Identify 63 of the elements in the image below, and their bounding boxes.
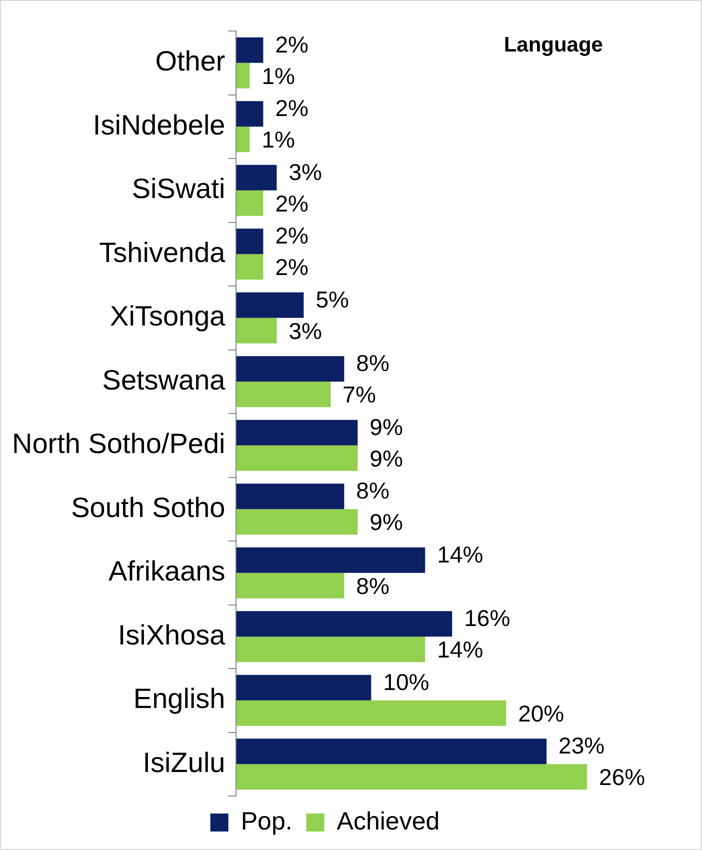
bar	[236, 62, 250, 88]
legend-label: Achieved	[336, 807, 440, 836]
data-label: 8%	[356, 350, 390, 376]
y-tick-label: Setswana	[102, 364, 226, 396]
bar	[236, 445, 358, 471]
bar	[236, 611, 452, 637]
chart-title: Language	[504, 33, 603, 56]
data-label: 8%	[356, 572, 390, 599]
data-label: 2%	[275, 31, 308, 58]
data-label: 9%	[370, 509, 403, 536]
bar	[236, 636, 426, 662]
bar	[236, 292, 304, 318]
data-label: 2%	[275, 254, 308, 280]
y-tick-label: English	[133, 683, 226, 714]
data-label: 2%	[275, 190, 308, 216]
bar	[236, 37, 264, 63]
bar	[236, 356, 344, 382]
data-label: 3%	[288, 318, 322, 344]
y-tick-label: Afrikaans	[108, 556, 226, 587]
data-label: 9%	[370, 445, 403, 472]
data-label: 16%	[464, 605, 510, 632]
y-tick-label: North Sotho/Pedi	[12, 428, 226, 460]
data-label: 7%	[342, 382, 376, 408]
data-label: 14%	[437, 541, 484, 568]
data-label: 3%	[288, 158, 322, 185]
y-tick-label: SiSwati	[132, 173, 226, 204]
legend-label: Pop.	[240, 807, 292, 836]
bar	[236, 572, 344, 598]
data-label: 2%	[275, 95, 308, 122]
data-label: 8%	[356, 478, 390, 504]
data-label: 2%	[275, 222, 308, 249]
bar	[236, 484, 344, 510]
bar	[236, 674, 372, 700]
bar	[236, 547, 426, 573]
data-label: 1%	[262, 126, 295, 153]
data-label: 1%	[262, 62, 295, 89]
bar	[236, 738, 547, 764]
bar	[236, 228, 264, 254]
y-tick-label: Other	[155, 46, 226, 77]
data-label: 9%	[370, 414, 403, 440]
bar	[236, 101, 264, 127]
bar	[236, 164, 277, 190]
data-label: 26%	[599, 764, 646, 790]
y-tick-label: South Sotho	[71, 492, 226, 523]
y-tick-label: Tshivenda	[99, 236, 226, 268]
bar	[236, 318, 277, 344]
bar	[236, 126, 250, 152]
data-label: 20%	[518, 700, 564, 726]
bar	[236, 509, 358, 535]
y-tick-label: XiTsonga	[110, 300, 226, 332]
data-label: 23%	[558, 732, 605, 759]
bar	[236, 420, 358, 446]
bar	[236, 190, 264, 216]
data-label: 5%	[316, 286, 349, 312]
y-tick-label: IsiNdebele	[92, 109, 226, 140]
bar	[236, 700, 506, 726]
data-label: 10%	[383, 668, 430, 695]
y-tick-label: IsiXhosa	[118, 619, 226, 650]
bar	[236, 382, 331, 408]
bar	[236, 254, 264, 280]
data-label: 14%	[437, 636, 484, 663]
y-tick-label: IsiZulu	[142, 746, 226, 778]
bar	[236, 764, 588, 790]
